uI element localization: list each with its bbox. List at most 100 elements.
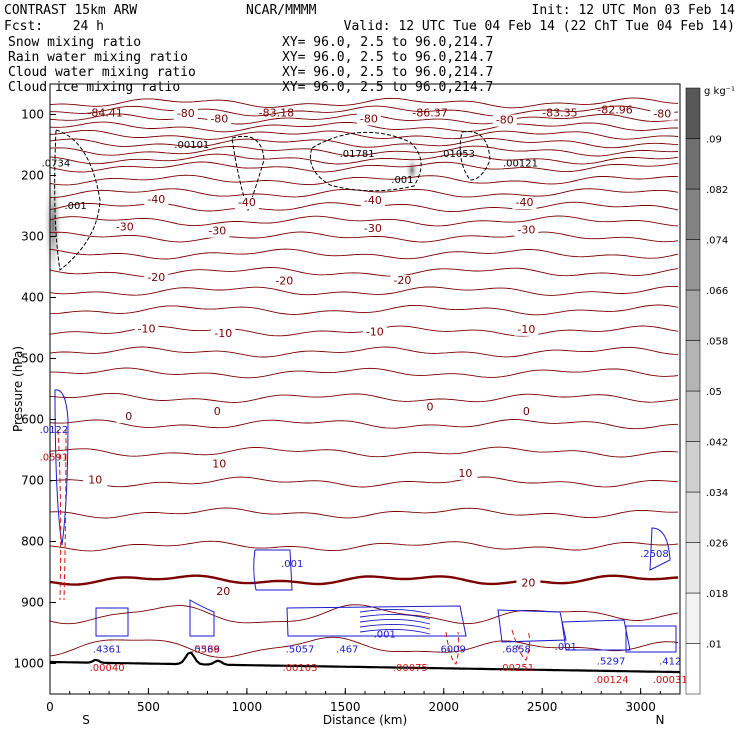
temperature-label: 0	[523, 405, 530, 418]
temperature-label: -80	[360, 112, 378, 125]
temperature-contour	[49, 346, 679, 358]
temperature-contour	[49, 231, 679, 243]
temperature-contour	[49, 446, 679, 458]
temperature-label: 0	[214, 405, 221, 418]
x-tick-label: 1000	[232, 700, 263, 714]
temperature-label: -40	[364, 194, 382, 207]
cloud-ice-label: .001	[64, 201, 86, 212]
colorbar-label: .074	[706, 236, 728, 247]
cloud-water-label: .467	[336, 645, 358, 656]
rain-water-contour	[57, 429, 67, 601]
cloud-water-contour	[497, 609, 567, 643]
colorbar-swatch	[685, 592, 701, 644]
y-axis-title: Pressure (hPa)	[11, 346, 25, 432]
cloud-water-label: .5297	[597, 657, 626, 668]
temperature-label: 10	[212, 458, 226, 471]
field-name-rain: Rain water mixing ratio	[8, 50, 188, 65]
temperature-contour	[49, 215, 679, 227]
cloud-water-label: .5569	[191, 645, 220, 656]
field-name-cloud-ice: Cloud ice mixing ratio	[8, 80, 180, 95]
y-tick-label: 400	[21, 291, 44, 305]
temperature-contour	[49, 97, 679, 109]
rain-water-label: .00031	[653, 675, 688, 686]
cloud-water-contour	[561, 619, 631, 651]
temperature-label: -10	[366, 325, 384, 338]
rain-water-label: .00124	[594, 675, 629, 686]
temperature-contour	[49, 636, 679, 658]
cloud-ice-label: .01053	[440, 149, 475, 160]
cloud-water-label: .6009	[437, 645, 466, 656]
temperature-contour	[49, 476, 679, 488]
colorbar-swatch	[685, 542, 701, 594]
temperature-contour	[49, 248, 679, 260]
cloud-ice-contour	[310, 131, 422, 192]
colorbar-swatch	[685, 340, 701, 392]
temperature-label: -30	[208, 225, 226, 238]
temperature-contour	[49, 419, 679, 430]
temperature-contour	[50, 105, 679, 117]
x-tick-label: 2000	[428, 700, 459, 714]
temperature-label: -40	[147, 193, 165, 206]
cloud-water-contour	[649, 527, 671, 571]
temperature-label: -80	[653, 108, 671, 121]
cloud-water-contour	[625, 625, 677, 653]
y-tick-label: 700	[21, 474, 44, 488]
center-label: NCAR/MMMM	[246, 3, 317, 18]
colorbar-unit: g kg⁻¹	[704, 86, 735, 97]
y-tick-label: 900	[21, 596, 44, 610]
y-tick-label: 300	[21, 230, 44, 244]
cloud-water-contour	[359, 613, 431, 620]
freezing-level-contour	[49, 574, 679, 586]
rain-water-label: .0336	[191, 645, 220, 656]
temperature-contour	[50, 367, 679, 379]
x-axis-title: Distance (km)	[323, 713, 407, 727]
cloud-water-contour	[189, 599, 215, 637]
x-tick-label: 2500	[527, 700, 558, 714]
colorbar-label: .018	[706, 589, 728, 600]
cloud-water-label: .4361	[93, 645, 122, 656]
temperature-label: -80	[210, 112, 228, 125]
rain-water-contour	[511, 629, 531, 661]
cloud-water-contour	[95, 607, 129, 637]
x-tick-label: 3000	[625, 700, 656, 714]
valid-time: Valid: 12 UTC Tue 04 Feb 14 (22 ChT Tue …	[344, 19, 735, 34]
colorbar-swatch	[685, 87, 701, 139]
temperature-label: 20	[521, 577, 535, 590]
temperature-contour	[49, 604, 679, 625]
forecast-label: Fcst:	[4, 19, 43, 34]
rain-water-label: .00251	[499, 663, 534, 674]
colorbar-swatch	[685, 491, 701, 543]
cloud-water-label: .412	[659, 657, 681, 668]
cloud-water-label: .5057	[286, 645, 315, 656]
temperature-label: -40	[238, 196, 256, 209]
field-xy-snow: XY= 96.0, 2.5 to 96.0,214.7	[282, 35, 493, 50]
colorbar-label: .042	[706, 438, 728, 449]
cloud-ice-contours	[54, 129, 491, 271]
cloud-ice-label: .01781	[340, 149, 375, 160]
cloud-water-contour	[359, 618, 431, 625]
colorbar-swatch	[685, 643, 701, 695]
colorbar: .01 .018 .026 .034 .042 .05 .058 .066 .074 .082 .0…	[685, 87, 728, 695]
temperature-label: 10	[88, 474, 102, 487]
cloud-water-label: .6858	[502, 645, 531, 656]
rain-water-label: .00103	[283, 663, 318, 674]
temperature-contour	[49, 392, 679, 403]
temperature-label: -20	[275, 275, 293, 288]
temperature-minimum-label: -83.18	[259, 106, 294, 119]
x-end-label-north: N	[656, 713, 665, 727]
colorbar-label: .034	[706, 488, 728, 499]
cloud-water-label: .2508	[640, 549, 669, 560]
colorbar-label: .09	[706, 135, 722, 146]
rain-water-label: .00040	[90, 663, 125, 674]
y-tick-label: 200	[21, 169, 44, 183]
colorbar-swatch	[685, 138, 701, 190]
cloud-ice-label: .00101	[174, 140, 209, 151]
cloud-ice-label: .00121	[503, 158, 538, 169]
temperature-label: -10	[138, 322, 156, 335]
temperature-minimum-label: -84.41	[87, 106, 122, 119]
colorbar-swatch	[685, 289, 701, 341]
colorbar-label: .082	[706, 185, 728, 196]
temperature-contour	[49, 138, 679, 149]
cloud-water-label: .001	[555, 642, 577, 653]
colorbar-swatch	[685, 441, 701, 493]
